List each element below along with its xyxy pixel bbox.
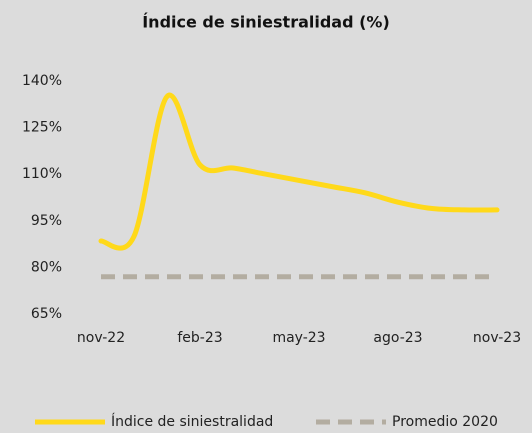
y-tick-label: 125% [22,120,62,136]
x-tick-label: ago-23 [373,330,422,346]
x-tick-label: feb-23 [177,330,222,346]
chart-title: Índice de siniestralidad (%) [142,13,390,32]
x-tick-label: nov-22 [77,330,125,346]
series-line [98,92,500,251]
y-tick-label: 95% [31,213,62,229]
x-tick-label: nov-23 [473,330,521,346]
legend-label: Promedio 2020 [392,414,498,430]
y-tick-label: 80% [31,259,62,275]
legend-label: Índice de siniestralidad [111,413,273,430]
y-tick-label: 140% [22,73,62,89]
y-tick-label: 65% [31,306,62,322]
y-tick-label: 110% [22,166,62,182]
x-tick-label: may-23 [272,330,325,346]
